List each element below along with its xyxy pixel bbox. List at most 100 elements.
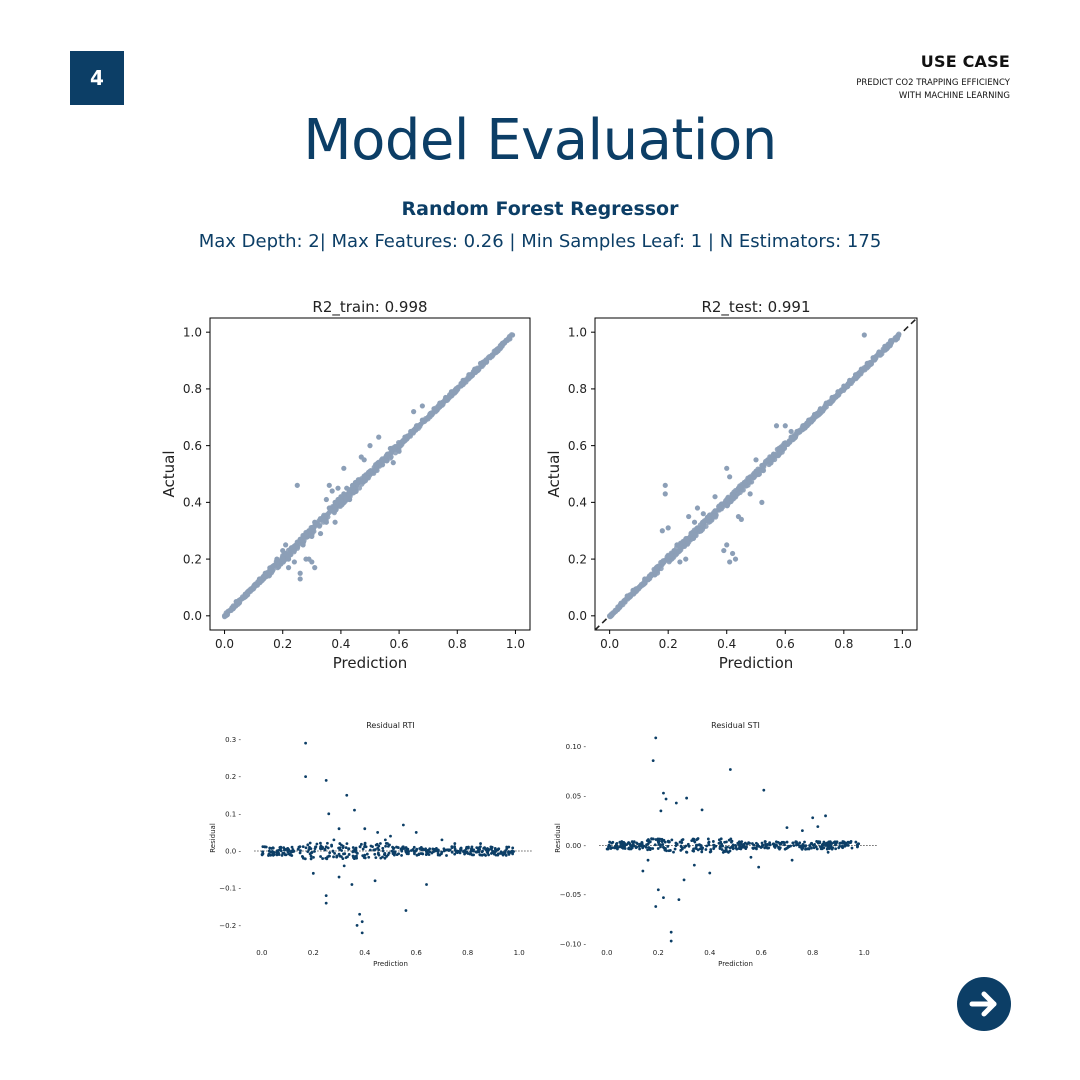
data-point [466, 372, 472, 378]
data-point [251, 584, 257, 591]
data-point [347, 488, 353, 494]
data-point [301, 856, 305, 860]
data-point [309, 533, 315, 539]
data-point [377, 853, 381, 857]
data-point [692, 849, 696, 853]
data-point [491, 849, 495, 853]
data-point [355, 856, 359, 860]
data-point [332, 519, 338, 525]
data-point [798, 841, 802, 845]
y-tick-label: −0.10 - [560, 940, 587, 948]
data-point [640, 841, 644, 844]
data-point [732, 556, 739, 562]
data-point [284, 853, 288, 857]
data-point [650, 837, 654, 841]
data-point [685, 796, 689, 800]
data-point [489, 352, 495, 358]
x-tick-label: 1.0 [514, 949, 525, 957]
data-point [654, 905, 658, 908]
data-point [666, 844, 670, 848]
data-point [864, 360, 870, 366]
data-point [806, 417, 812, 423]
data-point [490, 845, 494, 849]
x-axis-label: Prediction [719, 654, 794, 672]
data-point [486, 847, 489, 850]
data-point [773, 846, 777, 849]
data-point [822, 846, 826, 850]
data-point [342, 864, 346, 868]
data-point [323, 496, 329, 503]
data-point [321, 857, 325, 860]
data-point [759, 462, 765, 469]
data-point [361, 847, 365, 851]
data-point [648, 840, 652, 844]
data-point [344, 856, 348, 860]
data-point [693, 840, 697, 844]
data-point [381, 849, 385, 853]
data-point [467, 845, 470, 849]
next-button[interactable] [957, 977, 1011, 1031]
chart-title: Residual RTI [366, 721, 415, 730]
x-tick-label: 0.0 [601, 949, 612, 957]
data-point [368, 848, 372, 852]
data-point [480, 853, 484, 857]
data-point [360, 931, 364, 935]
data-point [397, 852, 401, 856]
data-point [317, 530, 324, 537]
data-point [482, 846, 486, 850]
y-tick-label: 0.6 [568, 439, 587, 453]
data-point [811, 411, 818, 418]
data-point [353, 855, 357, 858]
data-point [362, 856, 366, 859]
data-point [475, 850, 479, 854]
data-point [291, 547, 297, 554]
page-number-badge: 4 [70, 51, 124, 105]
x-tick-label: 0.2 [659, 637, 678, 651]
data-point [501, 851, 505, 855]
data-point [376, 831, 380, 834]
data-point [692, 847, 696, 851]
data-point [817, 406, 823, 412]
data-point [826, 850, 830, 854]
data-point [653, 843, 657, 847]
data-point [297, 536, 303, 542]
data-point [754, 841, 758, 845]
data-point [358, 845, 362, 849]
data-point [712, 843, 715, 847]
data-point [428, 847, 432, 851]
data-point [431, 406, 437, 412]
data-point [695, 838, 699, 842]
data-point [277, 851, 280, 855]
data-point [700, 850, 704, 854]
data-point [355, 477, 361, 483]
data-point [367, 443, 373, 449]
data-point [844, 383, 851, 389]
data-point [700, 511, 706, 517]
use-case-line-1: PREDICT CO2 TRAPPING EFFICIENCY [856, 78, 1010, 88]
data-point [811, 816, 815, 820]
data-point [645, 839, 649, 843]
data-point [298, 845, 302, 849]
data-point [666, 559, 672, 565]
data-point [642, 576, 648, 582]
data-point [738, 845, 741, 849]
data-point [373, 852, 377, 856]
data-point [402, 434, 408, 440]
data-point [494, 849, 498, 853]
y-tick-label: 0.1 - [225, 810, 241, 818]
y-tick-label: 0.4 [568, 496, 587, 510]
data-point [832, 841, 836, 844]
data-point [870, 355, 876, 361]
data-point [868, 361, 875, 367]
data-point [372, 848, 376, 852]
data-point [406, 847, 410, 851]
chart-residual-rti: 0.0 0.2 0.4 0.6 0.8 1.0 −0.2 - −0.1 - 0.0 - 0.1 -… [209, 721, 532, 968]
data-point [330, 843, 333, 847]
data-point [392, 850, 396, 853]
data-point [738, 516, 744, 522]
data-point [724, 542, 730, 548]
data-point [455, 851, 459, 854]
data-point [712, 846, 716, 850]
data-point [367, 855, 371, 859]
data-point [361, 457, 367, 463]
